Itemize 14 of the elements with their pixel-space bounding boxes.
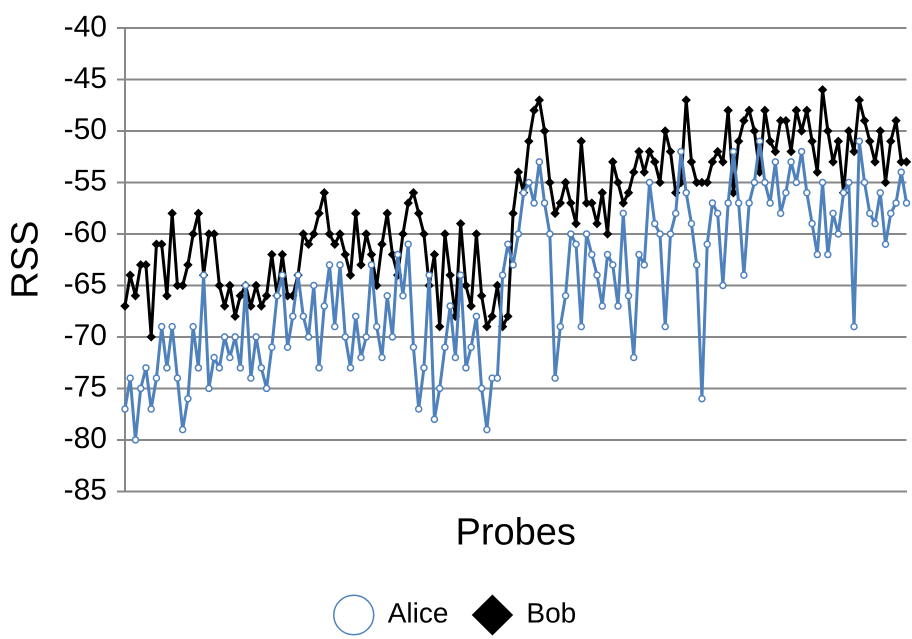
y-tick-label: -85 [64, 474, 107, 507]
legend-label: Alice [388, 598, 448, 629]
y-tick-label: -45 [64, 62, 107, 95]
y-tick-label: -65 [64, 268, 107, 301]
y-tick-label: -75 [64, 370, 107, 404]
legend-label: Bob [526, 598, 576, 629]
y-axis-title: RSS [4, 220, 46, 299]
y-tick-label: -60 [64, 216, 107, 250]
y-tick-label: -40 [64, 10, 107, 44]
y-tick-label: -80 [64, 422, 107, 456]
y-tick-label: -55 [64, 164, 107, 198]
y-tick-label: -70 [64, 319, 107, 352]
x-axis-title: Probes [456, 512, 576, 554]
y-tick-label: -50 [64, 113, 107, 146]
